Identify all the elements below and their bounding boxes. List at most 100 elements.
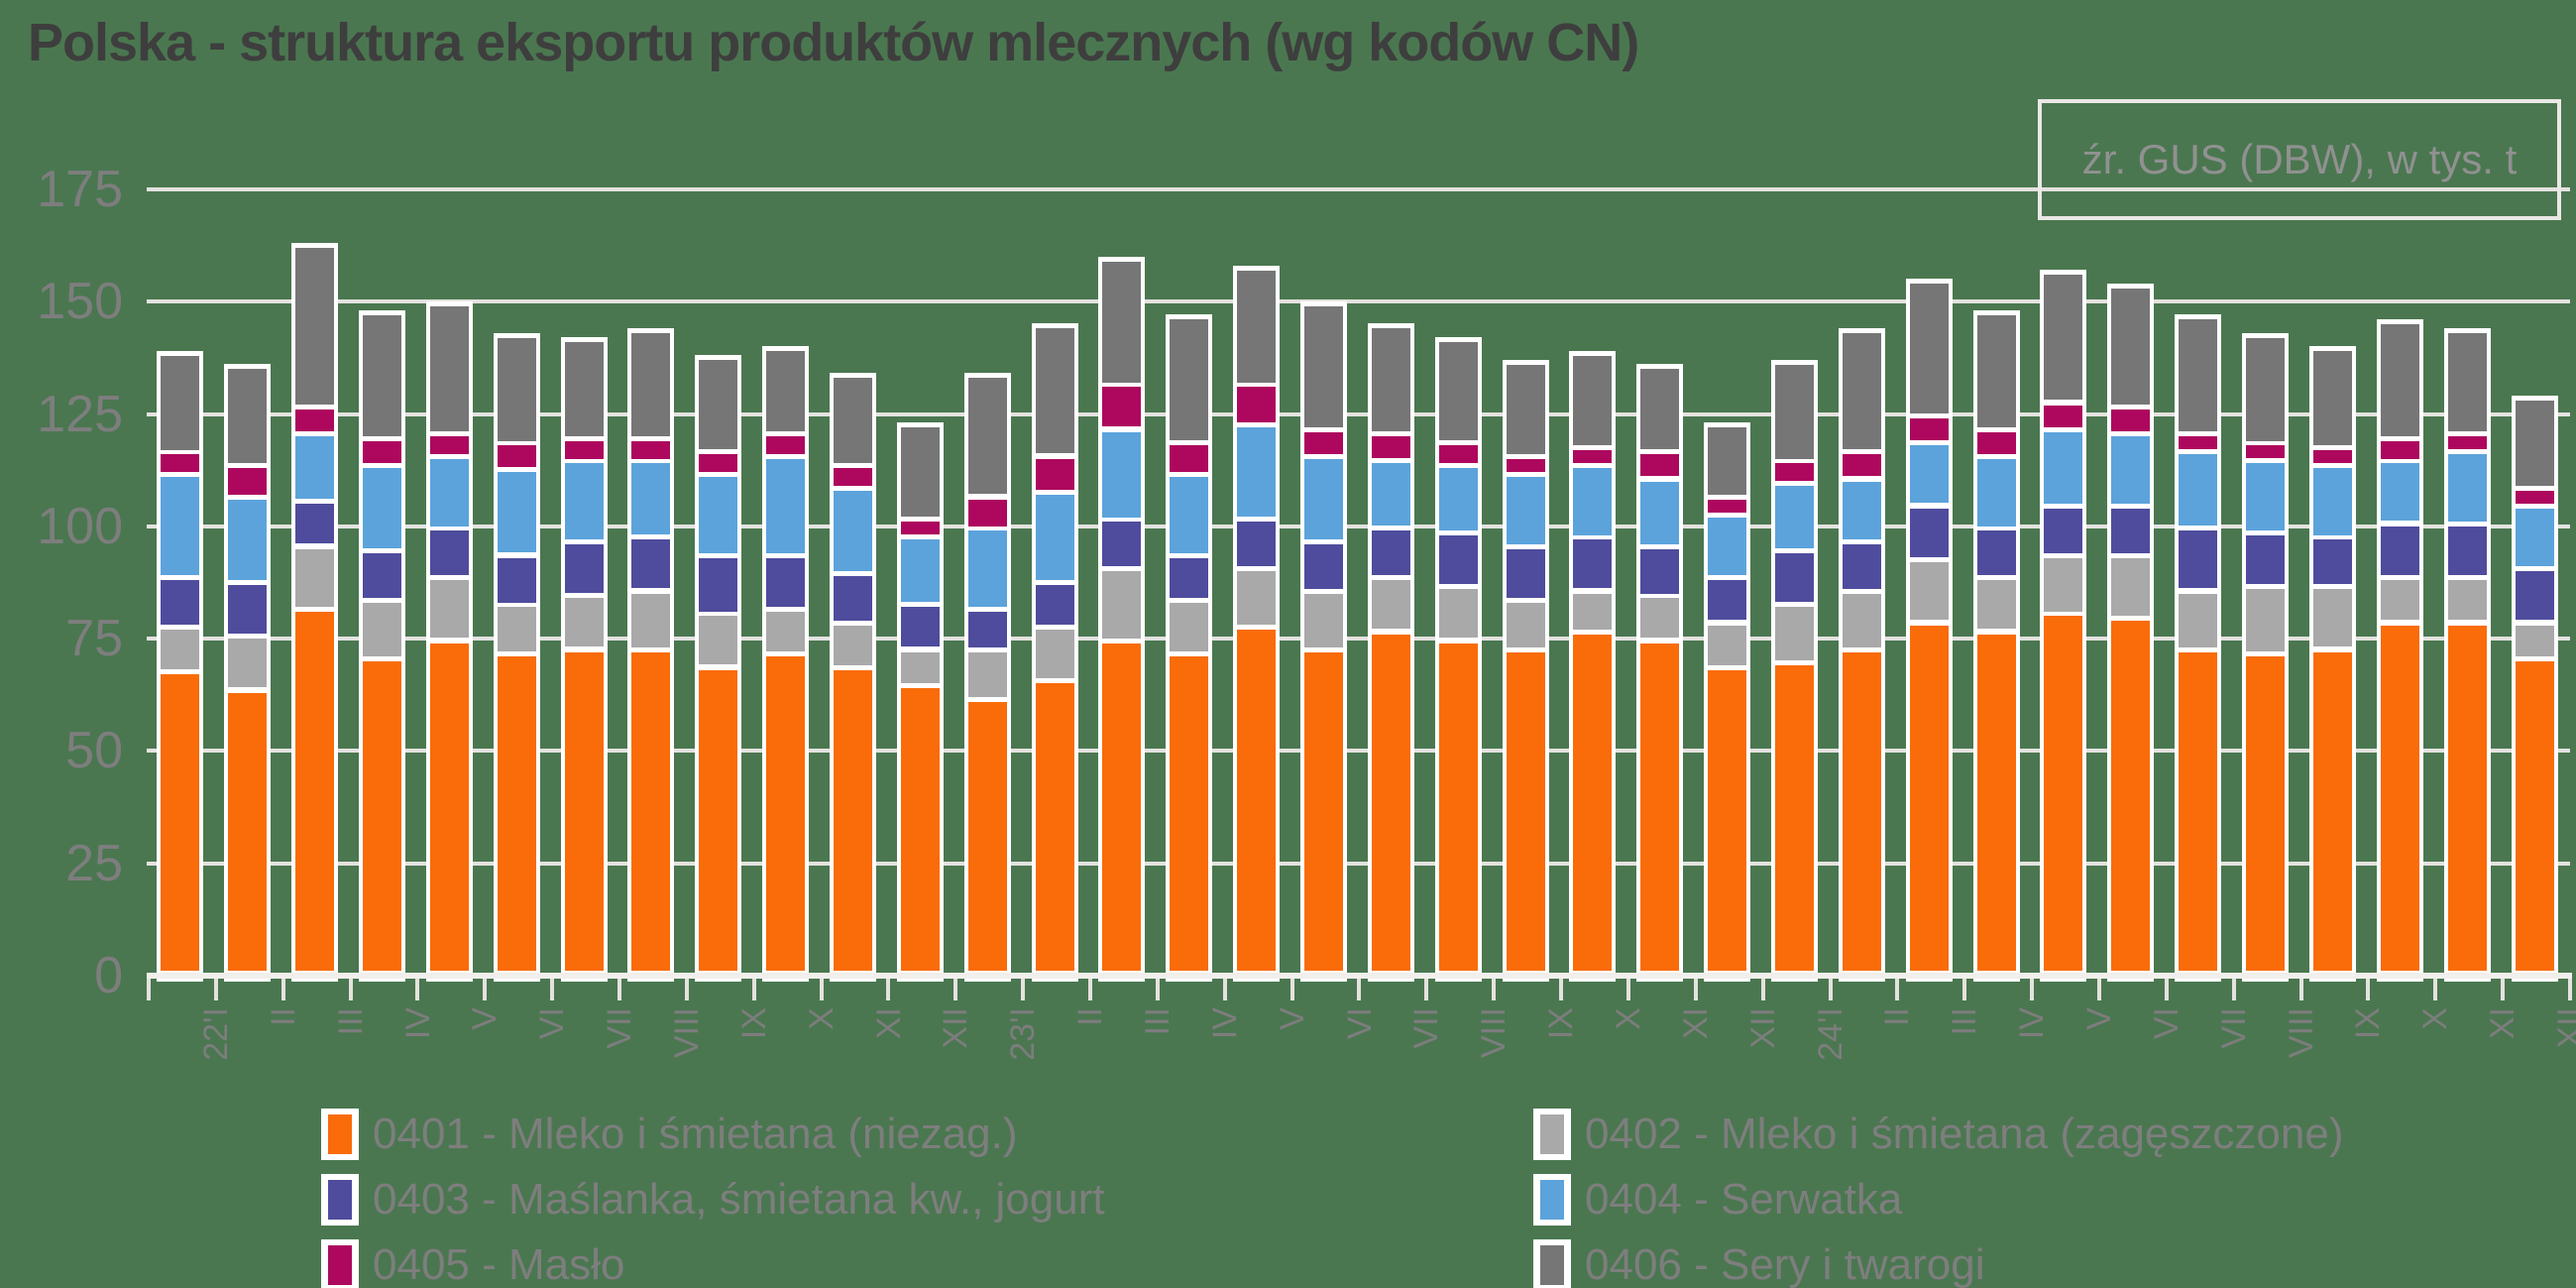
bar-XII [2512,396,2558,982]
x-axis-tick [483,979,487,1000]
bar-segment-0403 [1237,522,1276,566]
bar-segment-0401 [1640,644,1679,971]
bar-segment-0404 [363,468,401,548]
bar-segment-0401 [631,652,670,971]
bar-segment-0403 [161,580,199,625]
bar-segment-0406 [1910,284,1949,413]
bar-IX [695,355,741,982]
bar-segment-0404 [901,539,940,602]
bar-segment-0403 [430,530,469,575]
x-axis-tick [1694,979,1698,1000]
bar-segment-0404 [1910,445,1949,503]
bar-IV [359,310,405,982]
bar-segment-0402 [1170,603,1208,651]
x-axis-tick [2568,979,2572,1000]
bar-segment-0406 [1775,365,1814,459]
bar-segment-0402 [498,607,536,651]
bar-segment-0406 [2179,319,2217,431]
bar-segment-0404 [1170,477,1208,553]
y-axis-label-75: 75 [65,610,123,667]
bar-segment-0405 [1439,445,1478,463]
bar-segment-0402 [1977,580,2016,629]
bar-segment-0402 [295,549,334,607]
bar-segment-0405 [1237,387,1276,422]
bar-segment-0403 [565,544,604,593]
bar-segment-0401 [498,656,536,971]
bar-VIII [1435,337,1482,982]
bar-segment-0401 [161,674,199,971]
bar-segment-0404 [295,436,334,499]
bar-segment-0401 [1304,652,1343,971]
bar-VI [1300,301,1347,982]
bar-segment-0404 [1977,459,2016,527]
bar-X [762,346,809,982]
bar-segment-0403 [1304,544,1343,589]
bar-segment-0402 [1237,571,1276,625]
x-axis-label-V: V [1274,1007,1311,1030]
bar-segment-0405 [834,468,872,486]
x-axis-tick [953,979,957,1000]
bar-segment-0405 [2044,406,2082,427]
bar-segment-0401 [565,652,604,971]
bar-segment-0401 [699,670,737,971]
bar-segment-0406 [363,315,401,436]
bar-segment-0404 [834,491,872,571]
bar-segment-0403 [699,558,737,612]
x-axis-tick [1895,979,1899,1000]
source-note: źr. GUS (DBW), w tys. t [2081,136,2518,182]
gridline-50 [147,749,2570,753]
gridline-100 [147,525,2570,528]
x-axis-label-VIII: VIII [1475,1007,1512,1059]
bar-segment-0403 [968,612,1007,647]
bar-segment-0405 [161,454,199,472]
bar-segment-0405 [430,436,469,454]
bar-segment-0405 [2381,441,2419,459]
legend-swatch-color-0406 [1540,1245,1564,1285]
bar-segment-0404 [2516,509,2554,566]
x-axis-line [147,973,2572,979]
bar-segment-0402 [2111,558,2150,616]
bar-segment-0406 [2516,401,2554,486]
bar-segment-0405 [1036,459,1074,490]
legend-swatch-color-0405 [328,1245,352,1285]
bar-23'I [964,373,1011,982]
x-axis-tick [1492,979,1496,1000]
bar-VIII [2242,333,2289,982]
bar-segment-0402 [2448,580,2487,620]
legend-label-0406: 0406 - Sery i twarogi [1585,1240,1985,1288]
bar-X [2377,319,2423,982]
x-axis-tick [2097,979,2101,1000]
bar-segment-0402 [834,626,872,665]
y-axis-label-175: 175 [37,161,123,218]
bar-segment-0404 [161,477,199,575]
bar-segment-0406 [968,378,1007,494]
bar-VIII [627,328,674,982]
bar-segment-0401 [901,688,940,971]
bar-segment-0405 [363,441,401,463]
bar-segment-0404 [1843,482,1881,539]
bar-segment-0405 [2313,450,2352,463]
x-axis-label-IX: IX [2349,1007,2387,1040]
legend-label-0403: 0403 - Maślanka, śmietana kw., jogurt [373,1175,1105,1224]
bar-segment-0405 [901,522,940,534]
bar-segment-0402 [1910,562,1949,620]
bar-segment-0405 [1775,463,1814,481]
y-axis-label-150: 150 [37,273,123,330]
bar-segment-0405 [1102,387,1141,426]
x-axis-tick [2165,979,2169,1000]
bar-segment-0403 [1775,553,1814,602]
x-axis-label-X: X [2416,1007,2454,1030]
x-axis-tick [349,979,353,1000]
bar-segment-0405 [1708,500,1746,513]
x-axis-tick [1829,979,1833,1000]
bar-segment-0402 [430,580,469,638]
bar-segment-0403 [2516,571,2554,620]
bar-segment-0405 [2111,410,2150,431]
y-axis-label-125: 125 [37,386,123,443]
bar-segment-0401 [1775,665,1814,971]
bar-III [291,243,338,982]
bar-XI [1636,364,1683,982]
bar-segment-0401 [1507,652,1545,971]
bar-segment-0405 [228,468,267,495]
y-axis-label-0: 0 [94,947,123,1004]
